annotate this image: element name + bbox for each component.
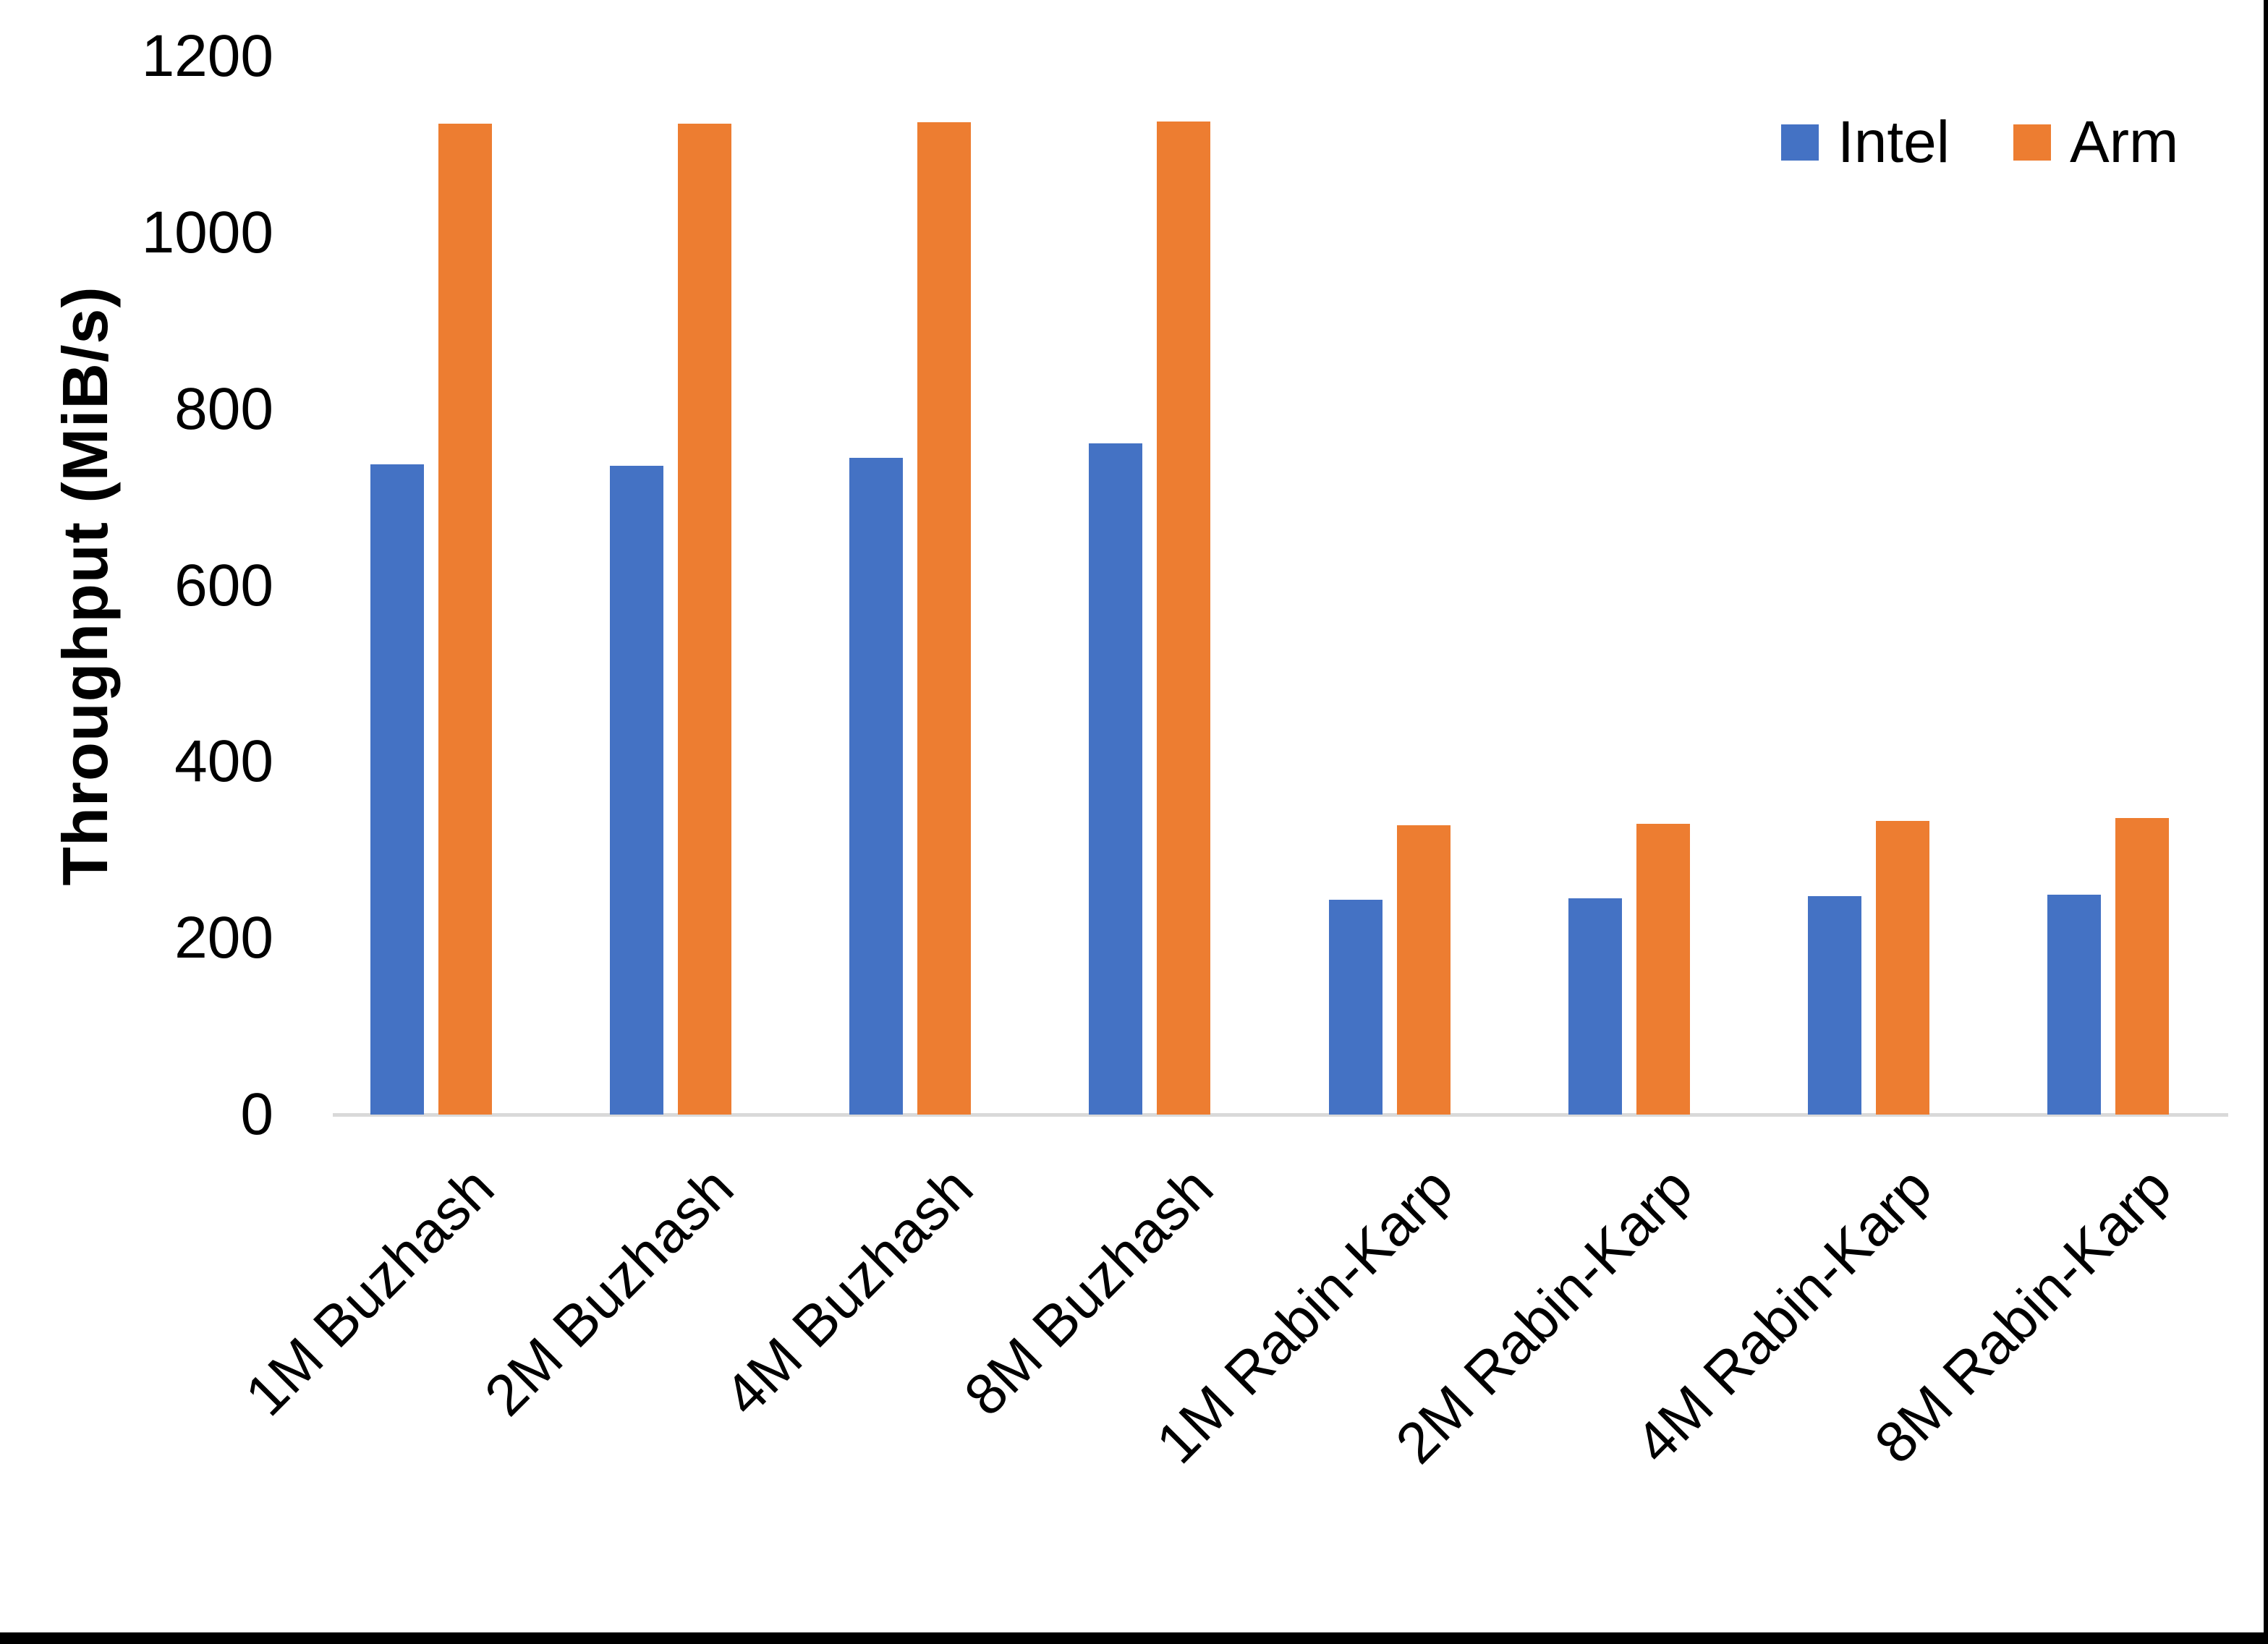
bar-arm-2m-rabin-karp [1636, 823, 1690, 1115]
legend: Intel Arm [1781, 108, 2178, 176]
y-tick-label: 600 [174, 552, 273, 618]
bar-intel-8m-buzhash [1089, 443, 1143, 1115]
x-category-label-4m-buzhash: 4M Buzhash [712, 1154, 985, 1428]
bar-arm-4m-rabin-karp [1876, 821, 1930, 1115]
y-tick-label: 200 [174, 905, 273, 971]
y-tick-label: 0 [240, 1081, 273, 1147]
bar-intel-1m-buzhash [370, 464, 424, 1115]
y-tick-label: 1200 [141, 23, 273, 89]
x-axis-line [333, 1113, 2228, 1117]
y-tick-label: 1000 [141, 199, 273, 265]
bar-intel-2m-rabin-karp [1568, 898, 1622, 1115]
x-category-label-1m-buzhash: 1M Buzhash [232, 1154, 506, 1428]
legend-swatch-intel [1781, 124, 1819, 161]
bar-intel-1m-rabin-karp [1328, 899, 1383, 1115]
bar-intel-4m-buzhash [849, 457, 904, 1115]
bar-intel-2m-buzhash [609, 465, 663, 1115]
y-tick-label: 800 [174, 375, 273, 442]
x-category-label-2m-buzhash: 2M Buzhash [472, 1154, 746, 1428]
legend-label-intel: Intel [1838, 109, 1950, 175]
legend-item-intel: Intel [1781, 108, 1950, 176]
window-right-border [2264, 0, 2268, 1644]
bar-arm-1m-rabin-karp [1396, 825, 1451, 1115]
bar-arm-4m-buzhash [917, 122, 972, 1115]
y-tick-label: 400 [174, 728, 273, 795]
bar-intel-4m-rabin-karp [1808, 895, 1862, 1115]
window-bottom-border [0, 1632, 2268, 1644]
bar-arm-8m-buzhash [1157, 122, 1211, 1115]
bar-arm-8m-rabin-karp [2115, 818, 2170, 1115]
bar-arm-2m-buzhash [677, 123, 731, 1115]
bar-intel-8m-rabin-karp [2047, 895, 2102, 1115]
bar-arm-1m-buzhash [438, 123, 492, 1115]
legend-swatch-arm [2013, 124, 2051, 161]
legend-item-arm: Arm [2013, 108, 2178, 176]
legend-label-arm: Arm [2070, 109, 2179, 175]
